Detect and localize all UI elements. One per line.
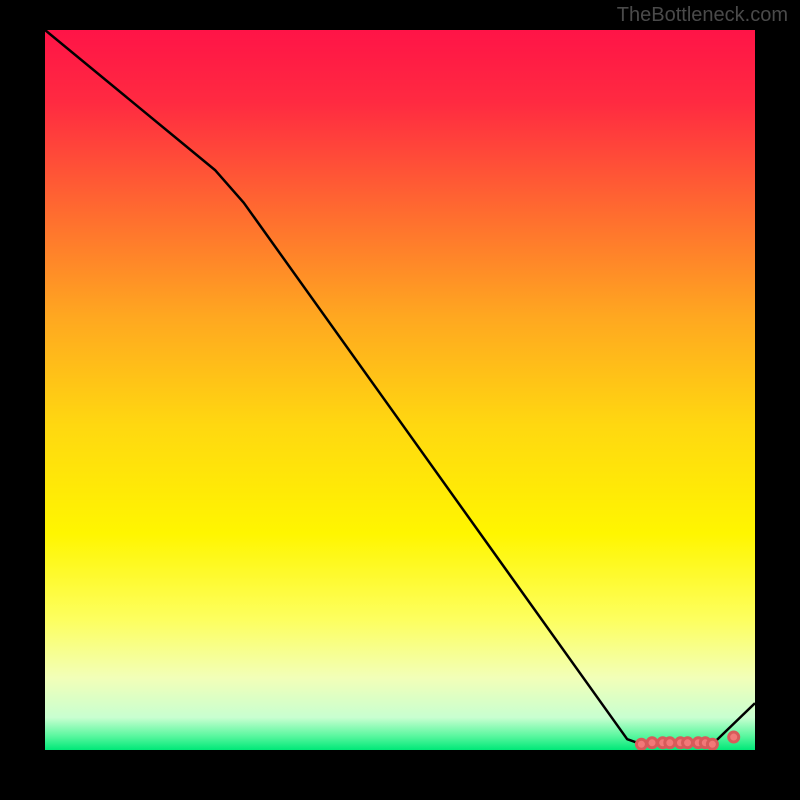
main-line <box>45 30 755 744</box>
data-marker <box>647 738 657 748</box>
data-marker <box>636 739 646 749</box>
plot-area <box>45 30 755 750</box>
data-marker <box>707 739 717 749</box>
data-marker <box>683 738 693 748</box>
watermark-text: TheBottleneck.com <box>617 4 788 27</box>
data-marker <box>665 738 675 748</box>
data-marker <box>729 732 739 742</box>
chart-overlay <box>45 30 755 750</box>
